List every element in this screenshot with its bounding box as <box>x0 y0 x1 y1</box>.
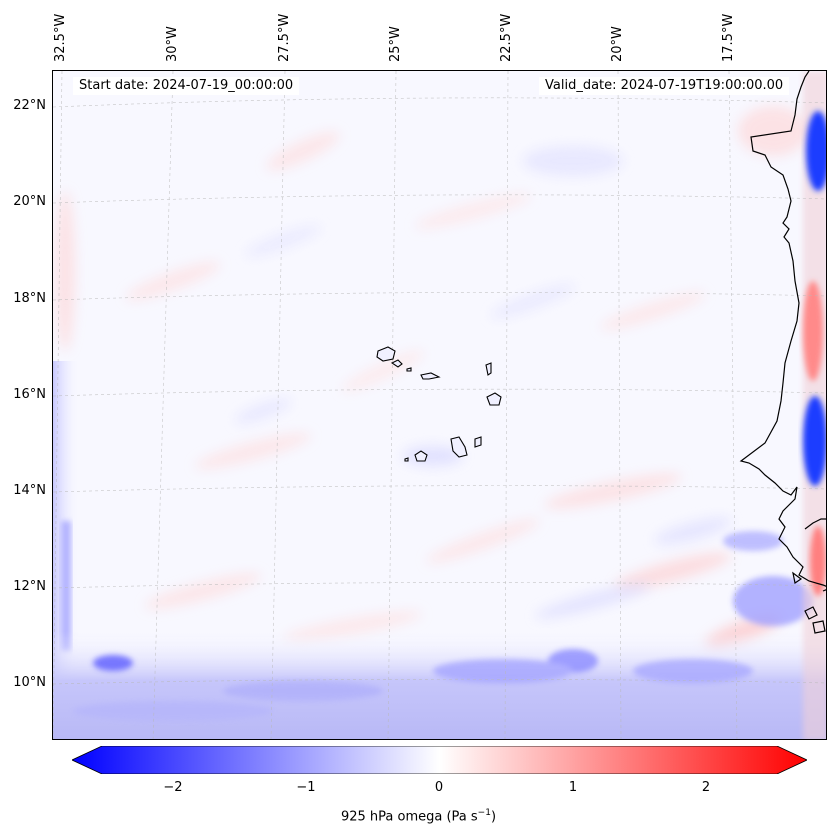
lon-label-22-5w: 22.5°W <box>499 13 514 62</box>
island-santa-luzia <box>406 367 412 372</box>
island-boa-vista <box>486 392 502 406</box>
lon-label-27-5w: 27.5°W <box>277 13 292 62</box>
island-fogo <box>414 450 428 462</box>
cape-verde-islands <box>376 346 502 462</box>
bottom-band <box>53 631 826 739</box>
island-santiago <box>450 436 468 458</box>
island-sao-nicolau <box>420 372 441 380</box>
valid-date-label: Valid_date: 2024-07-19T19:00:00.00 <box>539 77 790 95</box>
colorbar <box>71 745 808 779</box>
right-edge-positive <box>803 281 823 381</box>
lon-label-17-5w: 17.5°W <box>721 13 736 62</box>
right-edge-upper-low <box>806 111 826 191</box>
colorbar-label: 925 hPa omega (Pa s−1) <box>0 808 837 824</box>
colorbar-tick-minus-1: −1 <box>296 780 316 795</box>
island-sal <box>485 362 492 376</box>
lon-label-25w: 25°W <box>388 26 403 62</box>
graticule <box>53 71 826 739</box>
omega-map <box>52 70 827 740</box>
africa-coastline <box>739 71 826 634</box>
field-background <box>53 71 826 739</box>
right-edge-lower-positive <box>810 526 826 596</box>
island-sao-vicente <box>390 359 403 368</box>
lon-label-30w: 30°W <box>165 26 180 62</box>
lat-label-20n: 20°N <box>13 194 46 209</box>
lat-label-22n: 22°N <box>13 98 46 113</box>
colorbar-label-end: ) <box>490 809 497 825</box>
island-brava <box>404 457 409 462</box>
island-maio <box>474 436 482 448</box>
colorbar-gradient <box>71 745 808 775</box>
lat-label-10n: 10°N <box>13 675 46 690</box>
bottom-band-cells <box>73 531 813 721</box>
colorbar-tick-1: 1 <box>568 780 578 795</box>
island-santo-antao <box>376 346 396 362</box>
colorbar-tick-0: 0 <box>434 780 444 795</box>
lon-label-32-5w: 32.5°W <box>53 13 68 62</box>
negative-omega-streaks <box>234 146 732 619</box>
lon-label-20w: 20°W <box>610 26 625 62</box>
start-date-label: Start date: 2024-07-19_00:00:00 <box>73 77 300 95</box>
colorbar-label-exponent: −1 <box>477 808 491 818</box>
lat-label-18n: 18°N <box>13 291 46 306</box>
lat-label-14n: 14°N <box>13 483 46 498</box>
colorbar-label-main: 925 hPa omega (Pa s <box>340 809 478 825</box>
colorbar-tick-2: 2 <box>701 780 711 795</box>
lat-label-16n: 16°N <box>13 387 46 402</box>
lat-label-12n: 12°N <box>13 579 46 594</box>
map-canvas <box>53 71 826 739</box>
right-edge-middle-low <box>803 396 826 486</box>
left-edge-core <box>61 521 71 651</box>
colorbar-tick-minus-2: −2 <box>163 780 183 795</box>
